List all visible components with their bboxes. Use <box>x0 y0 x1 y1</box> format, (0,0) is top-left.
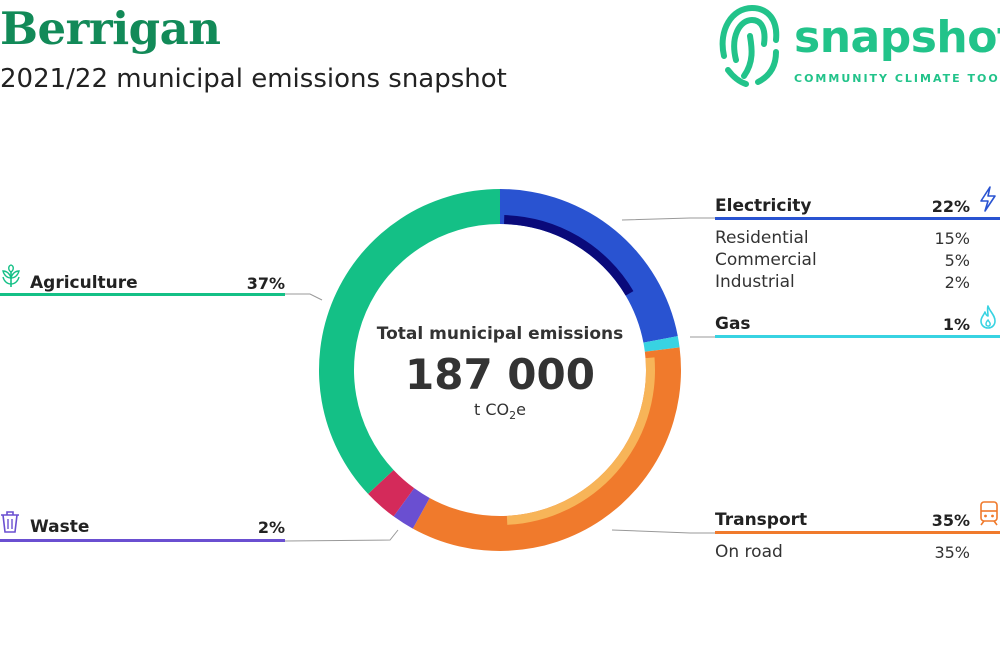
on-road-percent: 35% <box>934 543 970 562</box>
total-unit: t CO2e <box>474 400 526 423</box>
commercial-label: Commercial <box>715 250 817 270</box>
gas-rule <box>715 335 1000 338</box>
train-icon <box>980 501 998 526</box>
commercial-percent: 5% <box>944 251 970 270</box>
ring-segment-other <box>368 469 415 517</box>
gas-percent: 1% <box>942 315 970 334</box>
ring-segment-transport <box>412 347 681 552</box>
lightning-icon <box>980 186 996 212</box>
agriculture-percent: 37% <box>246 274 285 293</box>
industrial-label: Industrial <box>715 272 795 292</box>
plant-icon <box>2 264 20 287</box>
waste-rule <box>0 539 285 542</box>
agriculture-label: Agriculture <box>30 273 138 293</box>
logo-wordmark: snapshot <box>794 12 1000 63</box>
snapshot-logo: snapshot COMMUNITY CLIMATE TOOL <box>714 0 1000 90</box>
electricity-percent: 22% <box>931 197 970 216</box>
total-label: Total municipal emissions <box>376 324 624 344</box>
transport-leader-line <box>611 529 715 534</box>
electricity-leader-line <box>621 217 715 221</box>
agriculture-leader-line <box>285 293 323 301</box>
ring-segment-gas <box>643 336 680 352</box>
residential-percent: 15% <box>934 229 970 248</box>
transport-rule <box>715 531 1000 534</box>
logo-tagline: COMMUNITY CLIMATE TOOL <box>794 72 1000 85</box>
ring-segment-waste <box>393 488 430 529</box>
total-value: 187 000 <box>405 350 595 399</box>
transport-label: Transport <box>715 510 808 530</box>
page-title: Berrigan <box>0 2 221 55</box>
waste-percent: 2% <box>257 518 285 537</box>
waste-leader-line <box>284 529 399 542</box>
bin-icon <box>1 511 19 533</box>
fingerprint-logo-icon <box>719 4 780 87</box>
electricity-rule <box>715 217 1000 220</box>
waste-label: Waste <box>30 517 90 537</box>
ring-segment-electricity <box>500 189 678 343</box>
agriculture-rule <box>0 293 285 296</box>
transport-percent: 35% <box>931 511 970 530</box>
ring-inner-band-electricity <box>504 215 634 296</box>
gas-label: Gas <box>715 314 751 334</box>
industrial-percent: 2% <box>944 273 970 292</box>
electricity-label: Electricity <box>715 196 812 216</box>
flame-icon <box>980 305 996 329</box>
ring-segment-agriculture <box>319 189 500 494</box>
residential-label: Residential <box>715 228 809 248</box>
on-road-label: On road <box>715 542 783 562</box>
page-subtitle: 2021/22 municipal emissions snapshot <box>0 64 507 94</box>
